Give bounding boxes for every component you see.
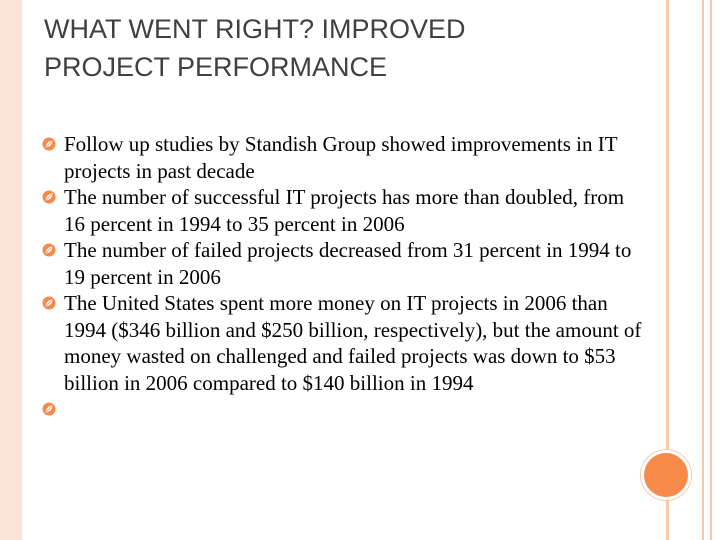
bullet-item: The number of successful IT projects has…	[42, 184, 642, 237]
leaf-bullet-icon	[42, 296, 56, 310]
bullet-list: Follow up studies by Standish Group show…	[42, 131, 642, 422]
frame-right-line-edge	[710, 0, 712, 540]
leaf-bullet-icon	[42, 137, 56, 151]
slide-title-line-2: PROJECT PERFORMANCE	[44, 52, 388, 82]
leaf-bullet-icon	[42, 243, 56, 257]
bullet-text: Follow up studies by Standish Group show…	[64, 132, 618, 183]
bullet-text: The number of failed projects decreased …	[64, 238, 632, 289]
slide-title-line-1: WHAT WENT RIGHT? IMPROVED	[44, 14, 466, 44]
frame-right-line	[666, 0, 669, 540]
bullet-item-empty	[42, 396, 642, 422]
frame-left-band	[0, 0, 22, 540]
leaf-bullet-icon	[42, 402, 56, 416]
bullet-item: The United States spent more money on IT…	[42, 290, 642, 396]
decorative-circle	[641, 450, 691, 500]
bullet-item: Follow up studies by Standish Group show…	[42, 131, 642, 184]
frame-right-line-outer	[702, 0, 704, 540]
bullet-text: The number of successful IT projects has…	[64, 185, 625, 236]
slide-title: WHAT WENT RIGHT? IMPROVED PROJECT PERFOR…	[44, 10, 644, 86]
bullet-item: The number of failed projects decreased …	[42, 237, 642, 290]
leaf-bullet-icon	[42, 190, 56, 204]
bullet-text: The United States spent more money on IT…	[64, 291, 642, 395]
